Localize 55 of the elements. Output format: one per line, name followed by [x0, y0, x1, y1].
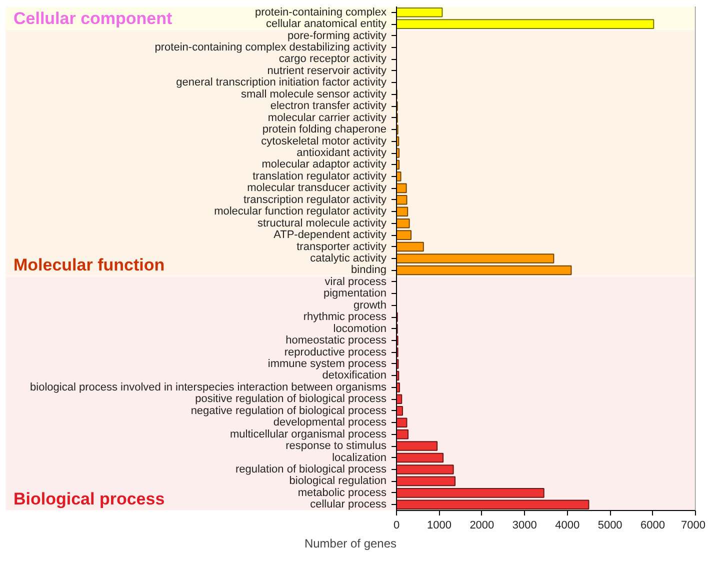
y-tick-label: pore-forming activity [287, 30, 387, 42]
x-axis-title: Number of genes [304, 536, 397, 550]
y-tick-label: small molecule sensor activity [241, 88, 387, 100]
y-tick-label: biological regulation [289, 475, 386, 488]
y-tick-label: developmental process [273, 416, 387, 429]
y-tick-label: viral process [324, 276, 387, 288]
y-tick-label: metabolic process [298, 486, 387, 499]
y-tick-label: positive regulation of biological process [195, 393, 387, 406]
y-tick-label: multicellular organismal process [230, 428, 387, 440]
y-tick-label: electron transfer activity [270, 100, 387, 112]
band-label: Cellular component [14, 9, 173, 28]
y-tick-label: regulation of biological process [235, 463, 387, 476]
y-tick-label: cellular anatomical entity [266, 18, 387, 30]
y-tick-label: ATP-dependent activity [274, 229, 387, 242]
y-tick-label: reproductive process [284, 346, 387, 358]
x-tick-label: 6000 [640, 520, 666, 532]
y-tick-label: biological process involved in interspecies interaction between organisms [30, 381, 387, 394]
x-tick-label: 2000 [470, 520, 494, 532]
y-tick-label: translation regulator activity [252, 170, 387, 182]
x-tick-label: 1000 [426, 520, 452, 532]
y-tick-label: rhythmic process [303, 311, 387, 324]
y-tick-label: immune system process [268, 358, 387, 370]
y-tick-label: antioxidant activity [296, 147, 387, 160]
y-tick-label: molecular function regulator activity [214, 206, 387, 218]
x-tick-label: 5000 [598, 520, 622, 532]
band-label: Biological process [14, 490, 165, 509]
y-tick-label: detoxification [322, 370, 387, 382]
y-tick-label: structural molecule activity [258, 217, 387, 230]
y-tick-label: transporter activity [296, 240, 387, 253]
x-tick-label: 4000 [555, 520, 580, 532]
y-tick-label: nutrient reservoir activity [267, 64, 387, 77]
y-tick-label: protein folding chaperone [262, 124, 387, 136]
y-tick-label: negative regulation of biological process [190, 404, 387, 417]
y-tick-label: protein-containing complex destabilizing activity [154, 42, 387, 54]
y-tick-label: response to stimulus [286, 440, 387, 452]
y-tick-label: molecular adaptor activity [262, 158, 387, 171]
y-tick-label: pigmentation [324, 288, 387, 300]
y-tick-label: cytoskeletal motor activity [261, 135, 387, 148]
y-tick-label: general transcription initiation factor activity [176, 76, 387, 89]
x-tick-label: 7000 [681, 520, 706, 532]
y-tick-label: growth [353, 299, 387, 312]
y-tick-label: transcription regulator activity [243, 194, 387, 206]
band-label: Molecular function [14, 255, 165, 274]
y-tick-label: molecular carrier activity [268, 112, 387, 124]
x-tick-label: 0 [393, 520, 400, 532]
y-tick-label: catalytic activity [310, 252, 387, 264]
y-tick-label: homeostatic process [286, 334, 387, 347]
x-tick-label: 3000 [512, 520, 537, 532]
y-tick-label: molecular transducer activity [247, 182, 387, 194]
y-tick-label: localization [332, 452, 386, 464]
y-tick-label: locomotion [333, 322, 387, 335]
y-tick-label: protein-containing complex [255, 6, 387, 18]
y-tick-label: binding [351, 264, 387, 276]
y-tick-label: cellular process [310, 498, 387, 511]
y-tick-label: cargo receptor activity [278, 53, 387, 66]
